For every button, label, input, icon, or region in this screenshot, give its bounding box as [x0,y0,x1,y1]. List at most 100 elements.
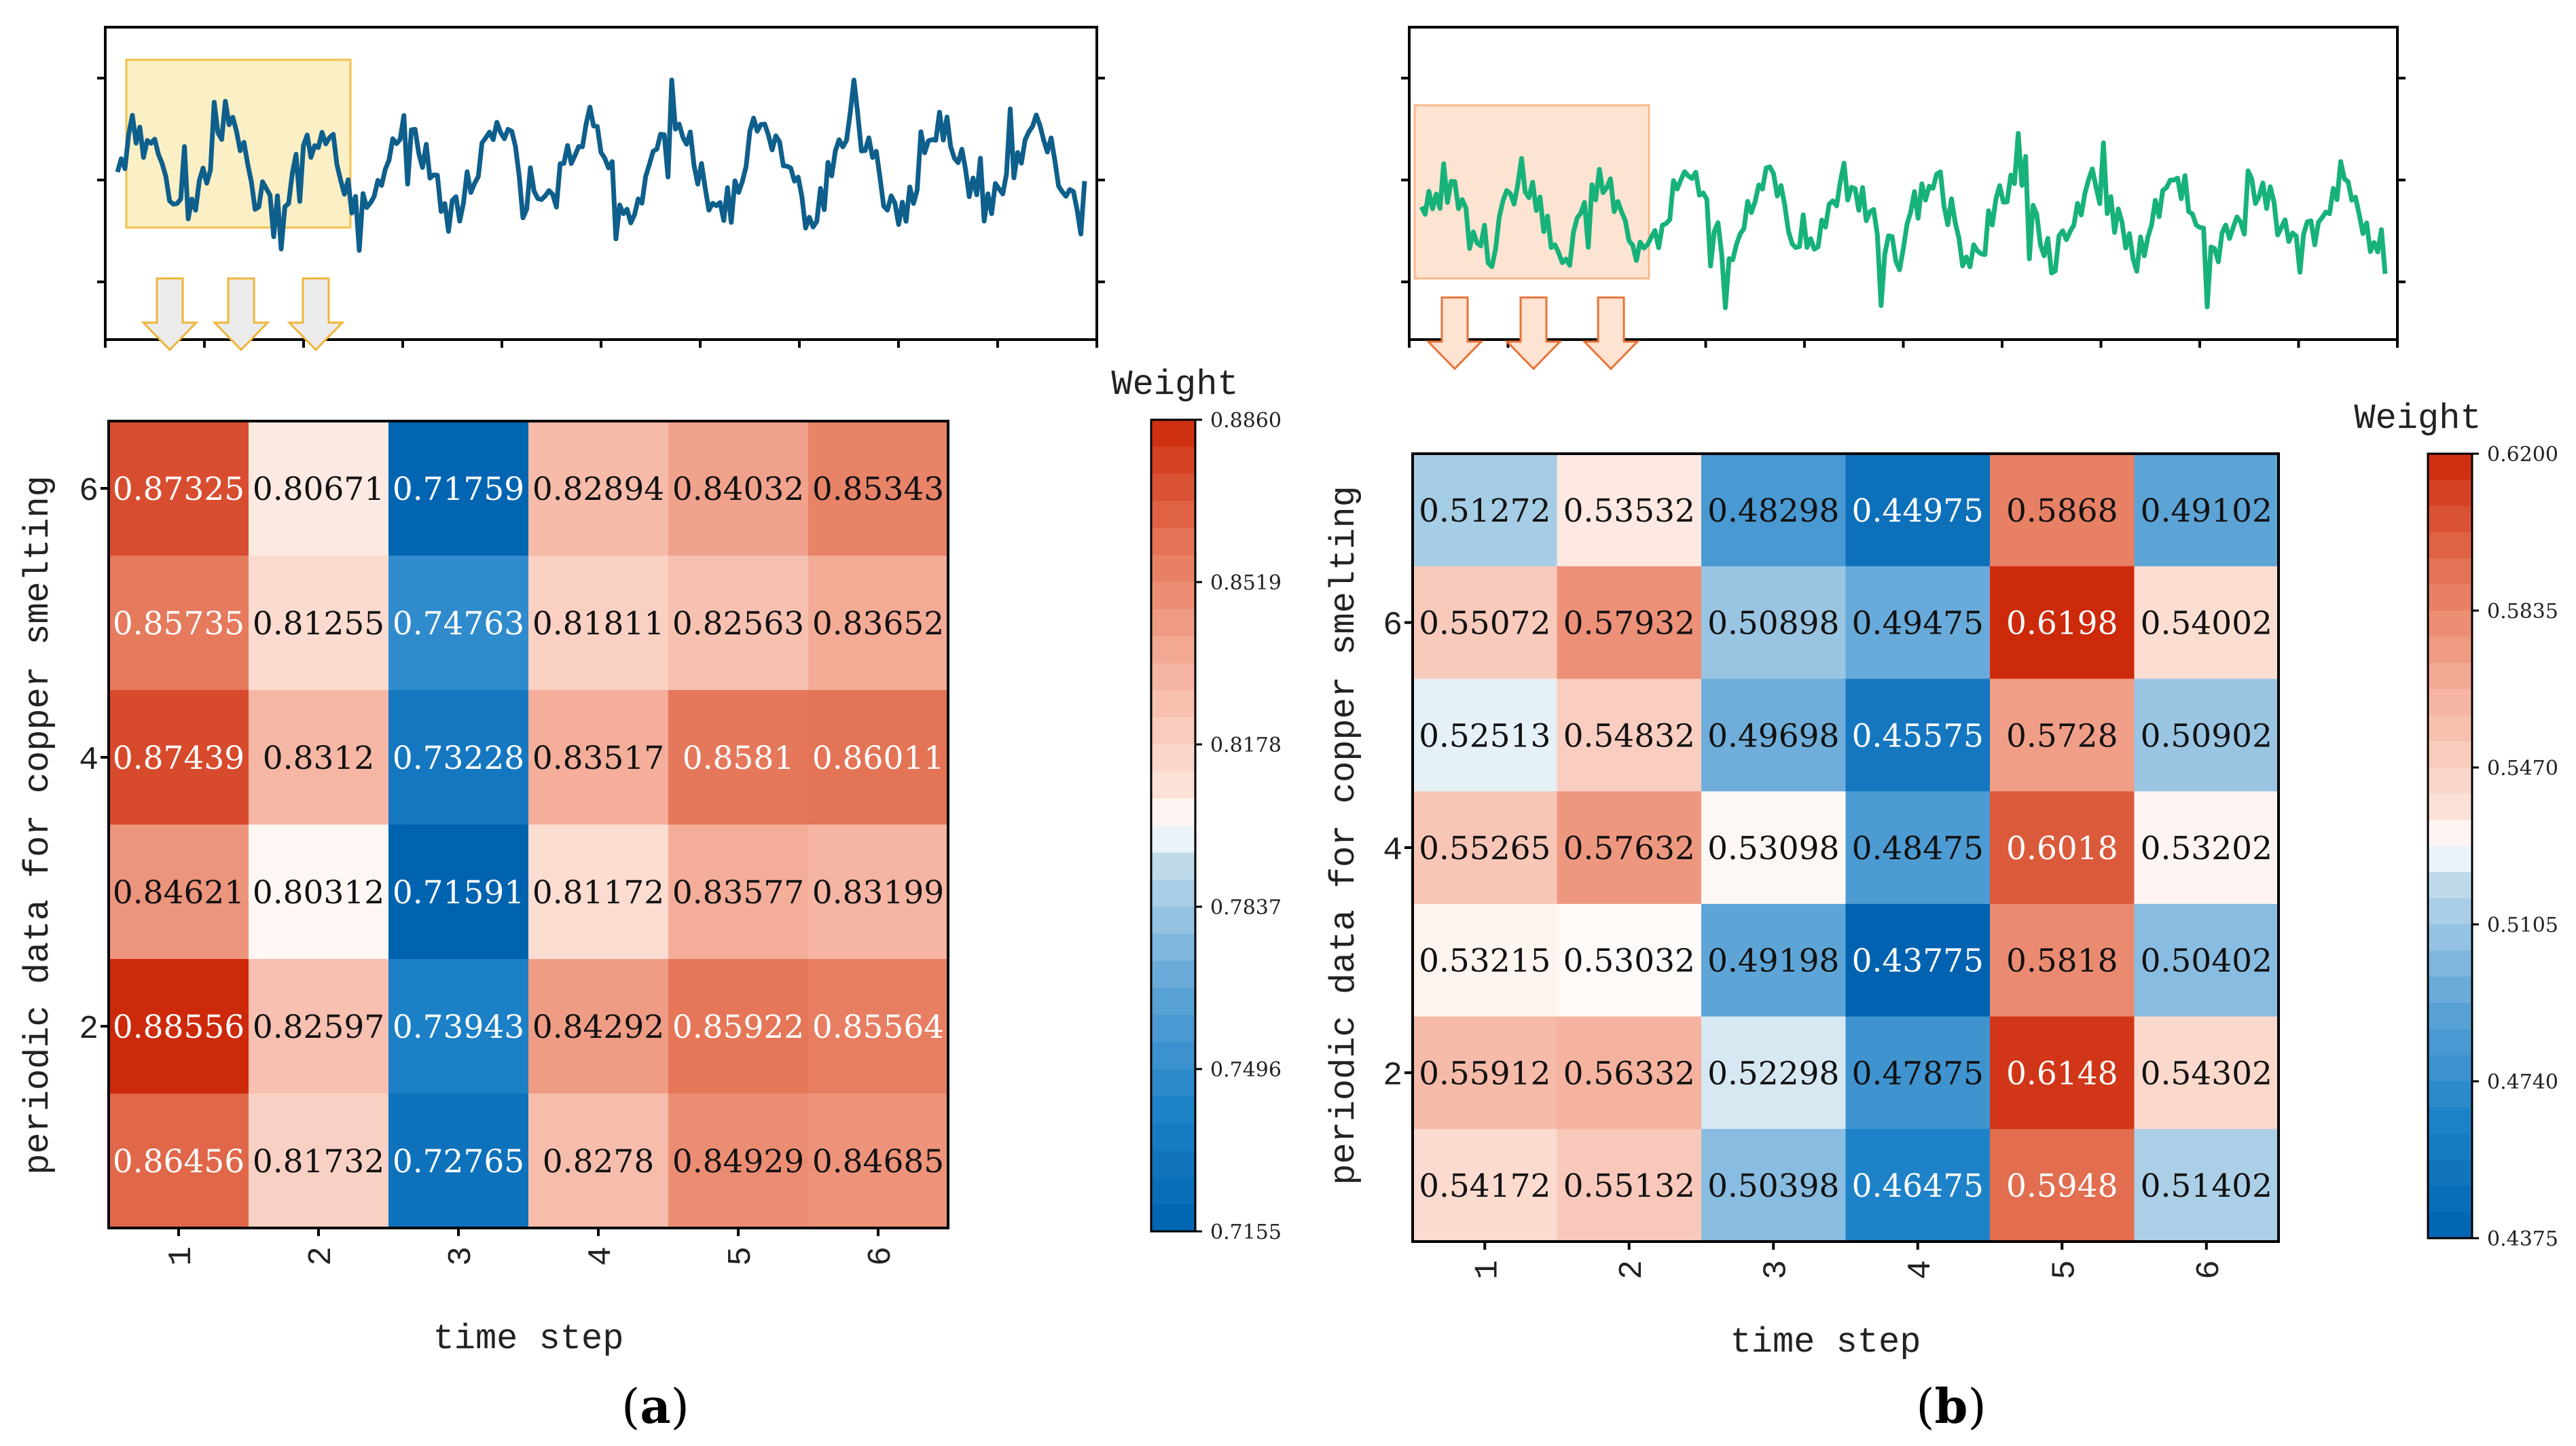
a-heatmap-cell [668,825,809,960]
b-colorbar-band [2428,532,2472,559]
panel-a-caption: (a) [621,1378,689,1434]
a-colorbar-band [1151,473,1195,502]
a-heatmap-cell [388,690,529,825]
a-x-tick-label: 5 [723,1246,760,1266]
a-colorbar-tick-label: 0.7155 [1210,1221,1282,1244]
b-cell-label: 0.54302 [2141,1055,2272,1092]
a-heatmap-cell [109,421,249,556]
b-heatmap-cell [1413,566,1557,679]
b-heatmap-cell [1701,454,1846,567]
a-cell-label: 0.83517 [532,740,664,777]
b-heatmap-cell [2134,903,2279,1017]
a-colorbar-band [1151,1042,1195,1070]
b-heatmap-cell [2134,679,2279,792]
a-heatmap-cell [808,825,949,960]
a-heatmap-cell [528,825,669,960]
b-down-arrow-icon [1426,296,1484,371]
b-cell-label: 0.50402 [2141,943,2272,980]
a-cell-label: 0.81255 [253,605,384,643]
a-cell-label: 0.73943 [393,1009,524,1046]
b-cell-label: 0.43775 [1852,943,1984,980]
b-cell-label: 0.50398 [1707,1168,1839,1205]
b-cell-label: 0.50898 [1707,605,1839,643]
b-colorbar-band [2428,506,2472,533]
a-cell-label: 0.80312 [253,874,384,911]
a-x-tick-label: 2 [304,1246,340,1266]
a-colorbar-band [1151,771,1195,799]
a-colorbar-band [1151,960,1195,989]
a-cell-label: 0.86011 [812,740,944,777]
a-heatmap-cell [808,690,949,825]
b-cell-label: 0.53215 [1419,943,1550,980]
a-colorbar-band [1151,1096,1195,1124]
b-heatmap-cell [1845,679,1991,792]
panel-a-colorbar-frame [1150,418,1197,1233]
a-colorbar-band [1151,636,1195,664]
a-cell-label: 0.85343 [812,471,944,508]
b-heatmap-cell [1845,903,1991,1017]
b-colorbar-band [2428,1029,2472,1056]
a-colorbar-band [1151,501,1195,528]
b-x-tick-label: 2 [1614,1260,1651,1280]
b-colorbar-tick-label: 0.4375 [2487,1227,2558,1251]
b-colorbar-band [2428,454,2472,481]
panel-b-axes: 1 2 3 4 5 6 6 4 2 [1383,608,2228,1280]
b-colorbar-band [2428,480,2472,507]
a-cell-label: 0.84685 [812,1143,944,1180]
a-down-arrow-icon [287,277,345,352]
b-heatmap-cell [1413,1016,1557,1129]
b-colorbar-band [2428,1055,2472,1082]
b-cell-label: 0.5948 [2006,1168,2118,1205]
panel-a-time-series [97,26,1105,352]
a-colorbar-band [1151,609,1195,637]
b-heatmap-cell [1990,566,2135,679]
b-heatmap-cell [1990,791,2135,905]
b-colorbar-band [2428,1081,2472,1108]
a-cell-label: 0.83199 [812,874,944,911]
a-heatmap-cell [808,959,949,1094]
b-heatmap-cell [1845,1016,1991,1129]
b-down-arrow-icon [1504,296,1563,371]
panel-a-cells: 0.87325 0.80671 0.71759 0.82894 0.84032 0.853… [109,421,949,1229]
b-heatmap-cell [1557,1016,1702,1129]
b-colorbar-tick-label: 0.6200 [2487,443,2558,467]
b-cell-label: 0.57632 [1563,830,1695,867]
panel-a-axes: 1 2 3 4 5 6 6 4 2 [79,473,900,1266]
panel-b-time-series [1401,26,2406,371]
a-x-tick-label: 6 [863,1246,900,1266]
b-colorbar-band [2428,1002,2472,1030]
b-colorbar-band [2428,924,2472,952]
a-cell-label: 0.87439 [113,740,244,777]
a-cell-label: 0.73228 [393,740,524,777]
panel-b-caption: (b) [1916,1378,1987,1434]
a-colorbar-band [1151,880,1195,907]
panel-b-colorbar: Weight 0.6200 0.5835 0.5470 0.5105 0.4740 0.4… [2354,399,2558,1251]
b-cell-label: 0.53032 [1563,943,1695,980]
a-down-arrow-icon [212,277,270,352]
a-heatmap-cell [668,556,809,691]
b-heatmap-cell [1413,454,1557,567]
b-heatmap-cell [1413,903,1557,1017]
panel-a-arrows [141,277,345,352]
a-cell-label: 0.86456 [113,1143,244,1180]
b-heatmap-cell [1413,679,1557,792]
b-colorbar-band [2428,558,2472,585]
b-cell-label: 0.5818 [2006,943,2118,980]
b-cell-label: 0.49102 [2141,492,2272,530]
a-heatmap-cell [109,690,249,825]
svg-text:(a): (a) [621,1378,689,1434]
a-heatmap-cell [388,959,529,1094]
panel-a-caption-letter: a [640,1378,670,1434]
b-colorbar-band [2428,820,2472,847]
a-heatmap-cell [109,1093,249,1229]
panel-b-arrows [1426,296,1640,371]
a-heatmap-cell [109,825,249,960]
panel-b: 0.51272 0.53532 0.48298 0.44975 0.5868 0.4910… [1324,26,2558,1434]
panel-a-ylabel: periodic data for copper smelting [18,475,58,1175]
a-cell-label: 0.82563 [672,605,804,643]
b-colorbar-tick-label: 0.5470 [2487,757,2558,780]
b-heatmap-cell [1557,454,1702,567]
a-cell-label: 0.71591 [393,874,524,911]
b-x-tick-label: 3 [1758,1260,1795,1280]
